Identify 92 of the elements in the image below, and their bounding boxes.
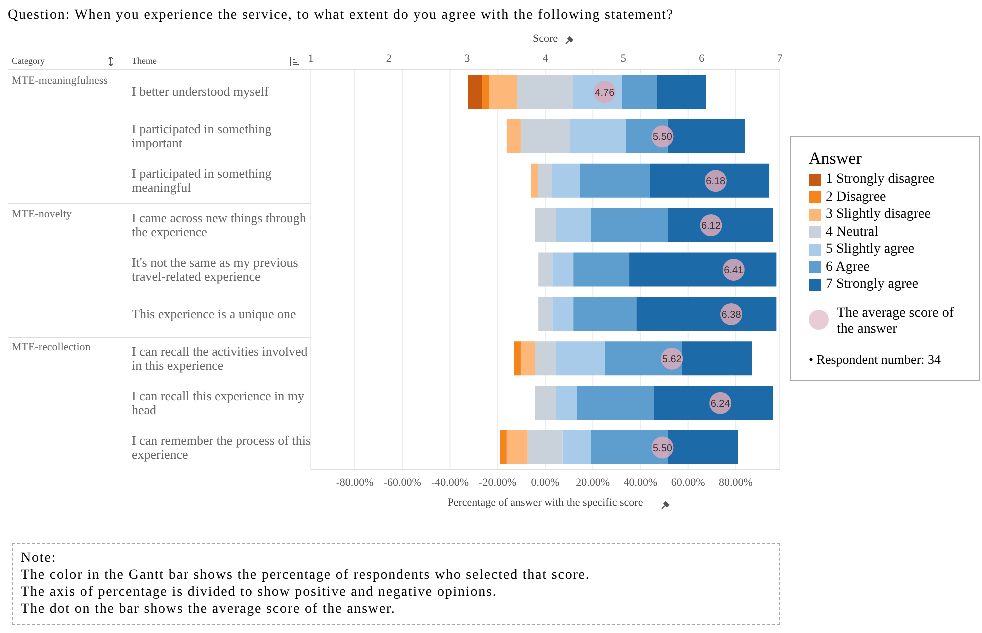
- bar: [535, 208, 556, 242]
- bar: [562, 430, 591, 465]
- legend-label: 4 Neutral: [825, 224, 880, 241]
- legend-label: 2 Disagree: [825, 188, 888, 206]
- bar: [556, 342, 606, 376]
- bar: [636, 297, 777, 332]
- legend-label: 1 Strongly disagree: [825, 171, 936, 188]
- text: MTE-recollection: [12, 342, 92, 354]
- x-tick-label: -40.00%: [431, 476, 470, 489]
- y-tick-label: I can recall this experience in my head: [132, 388, 306, 418]
- data-label: 4.76: [595, 88, 616, 99]
- bar: [538, 252, 553, 287]
- x-tick-label: -80.00%: [336, 476, 374, 489]
- y-tick-label: I participated in something important: [132, 122, 272, 151]
- bar: [535, 342, 556, 376]
- bar: [657, 75, 706, 109]
- x-tick-label: 20.00%: [576, 476, 610, 489]
- x-tick-label: 0.00%: [531, 476, 560, 489]
- bar: [622, 75, 658, 109]
- bar: [556, 208, 591, 242]
- x2-tick-label: 4: [542, 53, 549, 65]
- chart-title: Question: When you experience the service, to what extent do you agree with the following statement?: [8, 8, 674, 24]
- x2-tick-label: 7: [777, 53, 784, 65]
- bar: [514, 342, 521, 376]
- data-label: 5.50: [653, 132, 673, 144]
- legend-label: The average score of the answer: [837, 306, 955, 338]
- bar: [574, 252, 630, 287]
- x-tick-label: 40.00%: [624, 476, 658, 489]
- bar: [576, 386, 654, 420]
- bar: [500, 430, 507, 465]
- x2-tick-label: 3: [464, 53, 471, 65]
- bar: [650, 164, 770, 198]
- x-tick-label: 60.00%: [671, 476, 706, 489]
- bar: [528, 430, 563, 465]
- x2-tick-label: 5: [620, 53, 627, 65]
- bar: [668, 208, 774, 242]
- y-tick-label: I better understood myself: [132, 84, 270, 100]
- bar: [531, 164, 538, 198]
- legend-label: 7 Strongly agree: [825, 276, 920, 294]
- bar: [552, 297, 574, 332]
- bar: [556, 386, 577, 420]
- bar: [468, 75, 482, 109]
- x-tick-label: 80.00%: [718, 476, 753, 489]
- text: Category: [12, 56, 45, 66]
- x-axis-title: Percentage of answer with the specific score: [448, 497, 644, 509]
- x2-tick-label: 1: [308, 53, 314, 65]
- bar: [552, 252, 574, 287]
- bar: [590, 208, 668, 242]
- x-tick-label: -60.00%: [384, 476, 422, 489]
- bar: [520, 119, 570, 154]
- bar: [580, 164, 650, 198]
- legend-title: Answer: [809, 149, 863, 169]
- legend-label: 5 Slightly agree: [825, 241, 916, 258]
- x-tick-label: -20.00%: [479, 476, 517, 489]
- bar: [520, 342, 536, 376]
- y-tick-label: This experience is a unique one: [132, 306, 296, 322]
- bar: [489, 75, 518, 109]
- data-label: 6.41: [724, 266, 744, 277]
- bar: [506, 430, 528, 465]
- text: • Respondent number: 34: [809, 352, 942, 368]
- data-label: 6.38: [722, 310, 742, 321]
- bar: [654, 386, 774, 420]
- data-label: 5.62: [662, 354, 682, 366]
- data-label: 5.50: [653, 443, 673, 454]
- data-label: 6.18: [706, 176, 726, 188]
- data-label: 6.24: [710, 398, 731, 410]
- bar: [682, 342, 752, 376]
- bar: [552, 164, 580, 198]
- bar: [630, 252, 777, 287]
- bar: [574, 297, 637, 332]
- text: Theme: [132, 56, 157, 66]
- bar: [535, 386, 556, 420]
- text: MTE-meaningfulness: [12, 75, 108, 87]
- bar: [538, 297, 553, 332]
- bar: [482, 75, 490, 109]
- bar: [538, 164, 552, 198]
- data-label: 6.12: [701, 221, 722, 232]
- y-tick-label: I can recall the activities involved in this experience: [132, 344, 308, 373]
- y-tick-label: I participated in something meaningful: [132, 166, 272, 196]
- y-tick-label: I came across new things through the experience: [132, 210, 307, 240]
- x2-tick-label: 2: [386, 53, 392, 65]
- text: Note: The color in the Gantt bar shows the percentage of respondents who selected that score. The axis of percentage is divided to show positive and negative opinions. The dot on the bar shows the average score of the answer.: [12, 543, 780, 625]
- y-tick-label: It's not the same as my previous travel-related experience: [132, 255, 298, 284]
- bar: [570, 119, 626, 154]
- y-tick-label: I can remember the process of this experience: [132, 432, 312, 462]
- legend-label: 6 Agree: [825, 258, 871, 276]
- text: MTE-novelty: [12, 208, 72, 220]
- x2-axis-title: Score: [532, 32, 558, 45]
- bar: [517, 75, 574, 109]
- bar: [506, 119, 521, 154]
- legend-label: 3 Slightly disagree: [825, 206, 932, 224]
- x2-tick-label: 6: [699, 53, 706, 65]
